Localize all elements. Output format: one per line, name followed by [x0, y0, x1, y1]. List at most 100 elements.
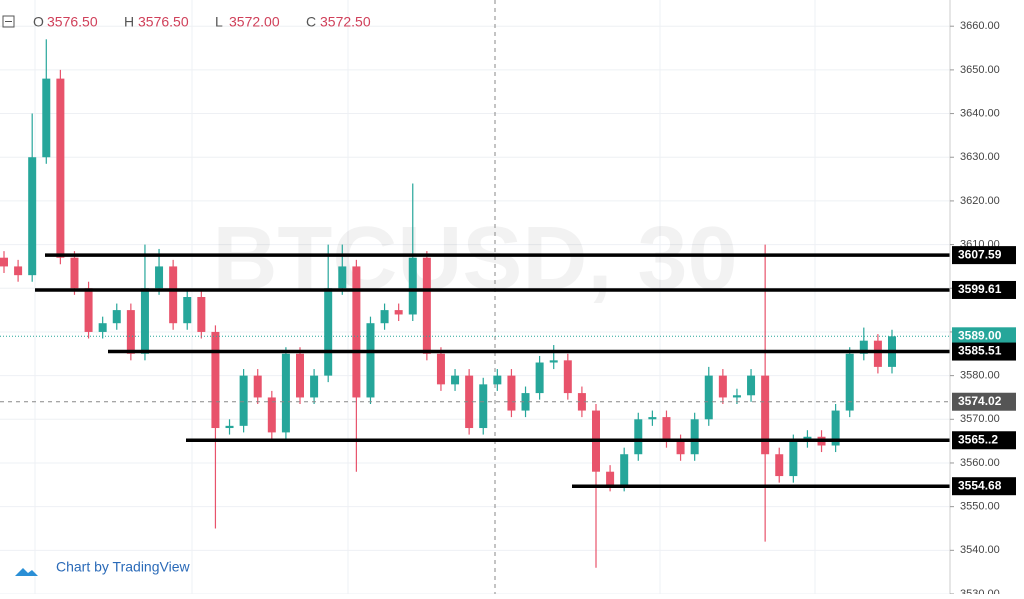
- candle-body: [493, 375, 502, 385]
- candle-body: [577, 393, 586, 411]
- y-tick-label: 3630.00: [960, 151, 1000, 163]
- level-label: 3565..2: [958, 432, 998, 446]
- ohlc-key: L: [215, 14, 223, 30]
- collapse-icon[interactable]: [2, 15, 15, 28]
- candle-body: [704, 375, 713, 420]
- candle-body: [225, 425, 234, 429]
- candle-body: [281, 353, 290, 433]
- ohlc-value: 3576.50: [138, 14, 189, 30]
- candle-body: [676, 441, 685, 455]
- candle-body: [732, 395, 741, 398]
- tradingview-logo: [15, 568, 38, 576]
- candle-body: [352, 266, 361, 398]
- candle-body: [338, 266, 347, 289]
- candle-body: [873, 340, 882, 367]
- candle-body: [324, 288, 333, 376]
- candle-body: [28, 157, 37, 276]
- level-tag: [952, 431, 1016, 450]
- y-tick-label: 3560.00: [960, 457, 1000, 469]
- ohlc-key: H: [124, 14, 134, 30]
- attribution[interactable]: Chart by TradingView: [15, 559, 190, 576]
- candle-body: [197, 297, 206, 332]
- candle-body: [620, 454, 629, 485]
- candle-body: [112, 310, 121, 324]
- candle-body: [394, 310, 403, 315]
- candle-body: [140, 288, 149, 354]
- candle-body: [310, 375, 319, 398]
- y-tick-label: 3540.00: [960, 544, 1000, 556]
- candle-body: [211, 331, 220, 429]
- candle-body: [267, 397, 276, 433]
- y-tick-label: 3530.00: [960, 588, 1000, 594]
- y-tick-label: 3660.00: [960, 20, 1000, 32]
- candle-body: [366, 323, 375, 398]
- candle-body: [634, 419, 643, 455]
- candle-body: [183, 297, 192, 324]
- candle-body: [169, 266, 178, 324]
- watermark: BTCUSD, 30: [212, 209, 737, 309]
- candle-body: [239, 375, 248, 426]
- candle-body: [718, 375, 727, 398]
- ohlc-key: O: [33, 14, 44, 30]
- level-label: 3585.51: [958, 344, 1002, 358]
- level-tag: [952, 246, 1016, 265]
- crosshair-label: 3574.02: [958, 394, 1002, 408]
- candle-body: [436, 353, 445, 385]
- candle-body: [451, 375, 460, 385]
- candle-body: [789, 441, 798, 477]
- candle-body: [845, 353, 854, 411]
- candle-body: [535, 362, 544, 394]
- candle-body: [479, 384, 488, 429]
- candle-body: [422, 257, 431, 354]
- candle-body: [606, 471, 615, 485]
- ohlc-value: 3572.00: [229, 14, 280, 30]
- candle-body: [775, 454, 784, 477]
- y-tick-label: 3650.00: [960, 64, 1000, 76]
- candle-body: [465, 375, 474, 429]
- y-tick-label: 3570.00: [960, 413, 1000, 425]
- y-tick-label: 3580.00: [960, 370, 1000, 382]
- candle-body: [648, 417, 657, 420]
- plot: [0, 39, 950, 568]
- candle-body: [42, 78, 51, 158]
- candle-body: [380, 310, 389, 324]
- current-price-tag: [952, 327, 1016, 346]
- current-price-label: 3589.00: [958, 328, 1002, 342]
- y-tick-label: 3550.00: [960, 501, 1000, 513]
- y-tick-label: 3620.00: [960, 195, 1000, 207]
- candle-body: [126, 310, 135, 354]
- candle-body: [296, 353, 304, 398]
- candle-body: [690, 419, 699, 455]
- candle-body: [0, 257, 8, 267]
- candle-body: [747, 375, 756, 396]
- attribution-text[interactable]: Chart by TradingView: [56, 559, 190, 575]
- crosshair-tag: [952, 392, 1016, 411]
- candle-body: [662, 417, 671, 442]
- y-tick-label: 3640.00: [960, 107, 1000, 119]
- level-tag: [952, 342, 1016, 361]
- candle-body: [859, 340, 868, 354]
- candle-body: [70, 257, 79, 289]
- ohlc-header: O 3576.50 H 3576.50 L 3572.00 C 3572.50: [2, 14, 371, 30]
- candle-body: [761, 375, 770, 455]
- level-label: 3607.59: [958, 247, 1002, 261]
- level-tag: [952, 477, 1016, 496]
- candle-body: [563, 360, 572, 394]
- candle-body: [549, 360, 558, 363]
- candle-body: [84, 288, 93, 332]
- ohlc-key: C: [306, 14, 316, 30]
- grid: [0, 25, 950, 595]
- ohlc-value: 3572.50: [320, 14, 371, 30]
- vertical-grid: [34, 0, 816, 594]
- candle-body: [98, 323, 107, 332]
- candle-body: [521, 393, 530, 411]
- candle-body: [14, 266, 23, 276]
- price-axis: 3530.00 3540.00 3550.00 3560.00 3570.00 3580.…: [950, 20, 1016, 599]
- candle-body: [831, 410, 840, 446]
- level-label: 3599.61: [958, 282, 1002, 296]
- candle-body: [408, 257, 417, 315]
- level-label: 3554.68: [958, 478, 1002, 492]
- level-tag: [952, 280, 1016, 299]
- ohlc-value: 3576.50: [47, 14, 98, 30]
